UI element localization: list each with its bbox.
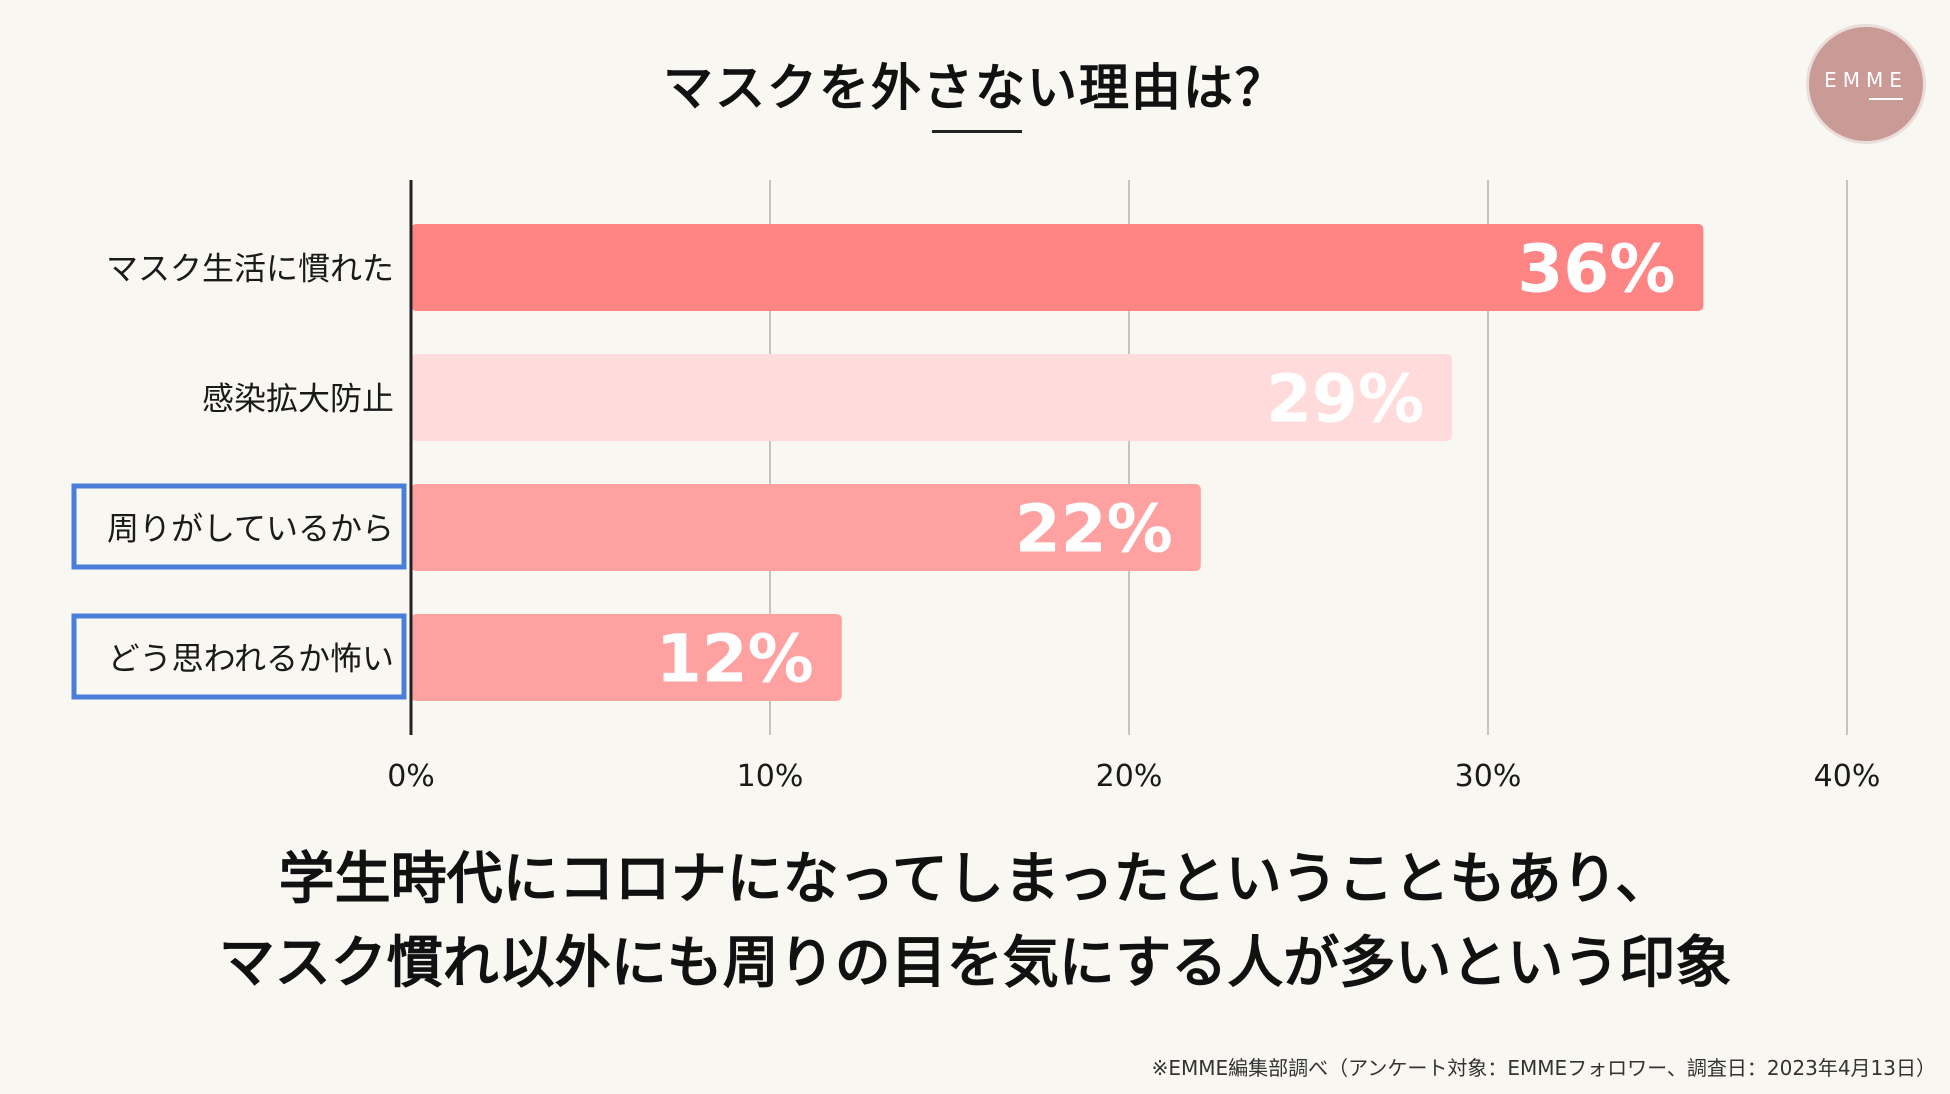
highlight-box (71, 613, 407, 700)
chart-title: マスクを外さない理由は？ (663, 59, 1287, 117)
bar (411, 354, 1453, 441)
category-label: 周りがしているから (107, 510, 394, 548)
category-label: どう思われるか怖い (108, 640, 394, 678)
logo-text: EMME (1824, 68, 1908, 92)
bar (411, 224, 1704, 311)
category-label: マスク生活に慣れた (106, 250, 394, 288)
x-tick-label: 40% (1814, 759, 1881, 794)
data-label: 36% (1517, 231, 1675, 308)
conclusion-line-1: 学生時代にコロナになってしまったということもあり、 (278, 847, 1672, 912)
category-label: 感染拡大防止 (202, 380, 394, 418)
conclusion-line-2: マスク慣れ以外にも周りの目を気にする人が多いという印象 (218, 931, 1732, 996)
title-underline (932, 130, 1022, 133)
data-label: 22% (1015, 491, 1173, 568)
data-label: 12% (656, 621, 814, 698)
emme-logo: EMME (1806, 24, 1926, 144)
footnote: ※EMME編集部調べ（アンケート対象：EMMEフォロワー、調査日：2023年4月… (1151, 1056, 1936, 1080)
bar-chart: 36% マスク生活に慣れた 29% 感染拡大防止 22% 周りがしているから 12% どう思わ… (71, 180, 1881, 794)
x-tick-label: 10% (737, 759, 804, 794)
x-tick-label: 0% (387, 759, 435, 794)
data-label: 29% (1266, 361, 1424, 438)
logo-underline (1869, 98, 1903, 100)
x-tick-label: 20% (1096, 759, 1163, 794)
bar (411, 614, 842, 701)
conclusion-text: 学生時代にコロナになってしまったということもあり、 マスク慣れ以外にも周りの目を… (0, 838, 1950, 1006)
highlight-box (71, 483, 407, 570)
bar (411, 484, 1201, 571)
x-tick-label: 30% (1455, 759, 1522, 794)
